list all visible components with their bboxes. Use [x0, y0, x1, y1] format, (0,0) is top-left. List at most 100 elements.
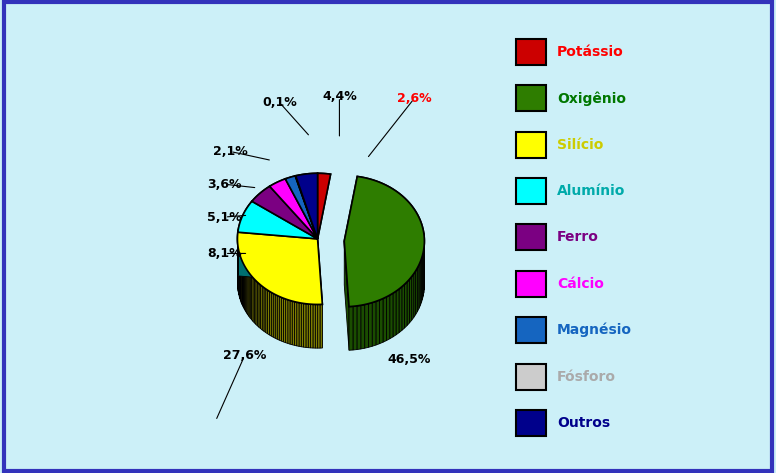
Polygon shape	[259, 283, 261, 329]
Text: 2,1%: 2,1%	[213, 145, 248, 158]
Polygon shape	[416, 268, 417, 315]
Polygon shape	[308, 304, 310, 348]
Text: 5,1%: 5,1%	[207, 210, 242, 224]
Polygon shape	[399, 287, 402, 333]
Polygon shape	[237, 232, 322, 305]
Polygon shape	[349, 307, 353, 350]
Polygon shape	[310, 304, 313, 348]
Polygon shape	[286, 176, 317, 239]
Polygon shape	[256, 280, 258, 326]
Polygon shape	[303, 303, 306, 348]
Polygon shape	[277, 296, 279, 340]
Polygon shape	[252, 186, 317, 239]
Polygon shape	[296, 302, 299, 346]
Polygon shape	[295, 176, 317, 239]
Polygon shape	[244, 266, 246, 311]
Text: Fósforo: Fósforo	[557, 369, 616, 384]
Polygon shape	[410, 277, 411, 323]
Polygon shape	[248, 271, 249, 316]
Polygon shape	[270, 179, 317, 239]
Polygon shape	[296, 173, 317, 239]
Text: Oxigênio: Oxigênio	[557, 91, 626, 105]
Polygon shape	[251, 276, 253, 321]
Polygon shape	[252, 186, 317, 239]
Polygon shape	[253, 278, 255, 323]
Polygon shape	[238, 201, 317, 239]
Polygon shape	[301, 303, 303, 347]
Polygon shape	[237, 232, 322, 305]
Text: Outros: Outros	[557, 416, 610, 430]
Polygon shape	[320, 304, 322, 348]
Text: 2,6%: 2,6%	[397, 92, 431, 105]
Text: Magnésio: Magnésio	[557, 323, 632, 337]
Polygon shape	[247, 270, 248, 315]
Polygon shape	[402, 284, 404, 331]
Polygon shape	[317, 173, 331, 239]
Polygon shape	[293, 301, 294, 345]
Polygon shape	[283, 298, 286, 343]
Polygon shape	[421, 256, 422, 303]
Polygon shape	[255, 279, 256, 324]
Polygon shape	[345, 241, 349, 350]
Polygon shape	[269, 291, 272, 336]
Polygon shape	[272, 292, 273, 337]
Polygon shape	[265, 289, 268, 334]
Text: Alumínio: Alumínio	[557, 184, 625, 198]
Polygon shape	[390, 293, 393, 339]
Polygon shape	[282, 298, 283, 342]
Text: Potássio: Potássio	[557, 45, 624, 59]
Polygon shape	[286, 176, 317, 239]
Text: Silício: Silício	[557, 138, 604, 152]
Polygon shape	[361, 305, 365, 349]
Polygon shape	[345, 176, 424, 307]
Polygon shape	[238, 232, 317, 282]
Polygon shape	[345, 176, 424, 307]
Polygon shape	[295, 176, 317, 239]
Polygon shape	[357, 305, 361, 350]
Polygon shape	[313, 304, 315, 348]
Polygon shape	[290, 300, 293, 345]
Polygon shape	[353, 306, 357, 350]
Text: 3,6%: 3,6%	[207, 178, 242, 191]
Polygon shape	[299, 303, 301, 347]
Polygon shape	[315, 305, 317, 348]
Polygon shape	[396, 289, 399, 335]
Polygon shape	[275, 295, 277, 339]
Polygon shape	[286, 299, 288, 343]
Text: Cálcio: Cálcio	[557, 277, 604, 291]
Polygon shape	[386, 295, 390, 341]
Text: 46,5%: 46,5%	[387, 352, 431, 366]
Polygon shape	[294, 302, 296, 346]
Polygon shape	[317, 305, 320, 348]
Polygon shape	[268, 290, 269, 335]
Polygon shape	[376, 300, 379, 345]
Text: 4,4%: 4,4%	[322, 90, 357, 103]
Polygon shape	[417, 265, 419, 312]
Polygon shape	[238, 232, 317, 282]
Polygon shape	[372, 301, 376, 346]
Polygon shape	[379, 298, 383, 344]
Polygon shape	[393, 291, 396, 337]
Polygon shape	[404, 282, 407, 328]
Polygon shape	[262, 286, 264, 331]
Text: 0,1%: 0,1%	[262, 96, 296, 109]
Polygon shape	[414, 271, 416, 317]
Polygon shape	[296, 173, 317, 239]
Polygon shape	[365, 304, 369, 348]
Polygon shape	[243, 263, 244, 308]
Polygon shape	[317, 173, 331, 239]
Polygon shape	[317, 239, 322, 348]
Polygon shape	[249, 273, 251, 318]
Polygon shape	[407, 279, 410, 325]
Polygon shape	[242, 261, 243, 306]
Polygon shape	[238, 201, 317, 239]
Polygon shape	[273, 293, 275, 338]
Polygon shape	[246, 268, 247, 313]
Polygon shape	[383, 297, 386, 342]
Text: 8,1%: 8,1%	[207, 247, 242, 260]
Polygon shape	[288, 300, 290, 344]
Polygon shape	[261, 285, 262, 330]
Polygon shape	[419, 262, 421, 309]
Polygon shape	[264, 288, 265, 333]
Polygon shape	[369, 303, 372, 347]
